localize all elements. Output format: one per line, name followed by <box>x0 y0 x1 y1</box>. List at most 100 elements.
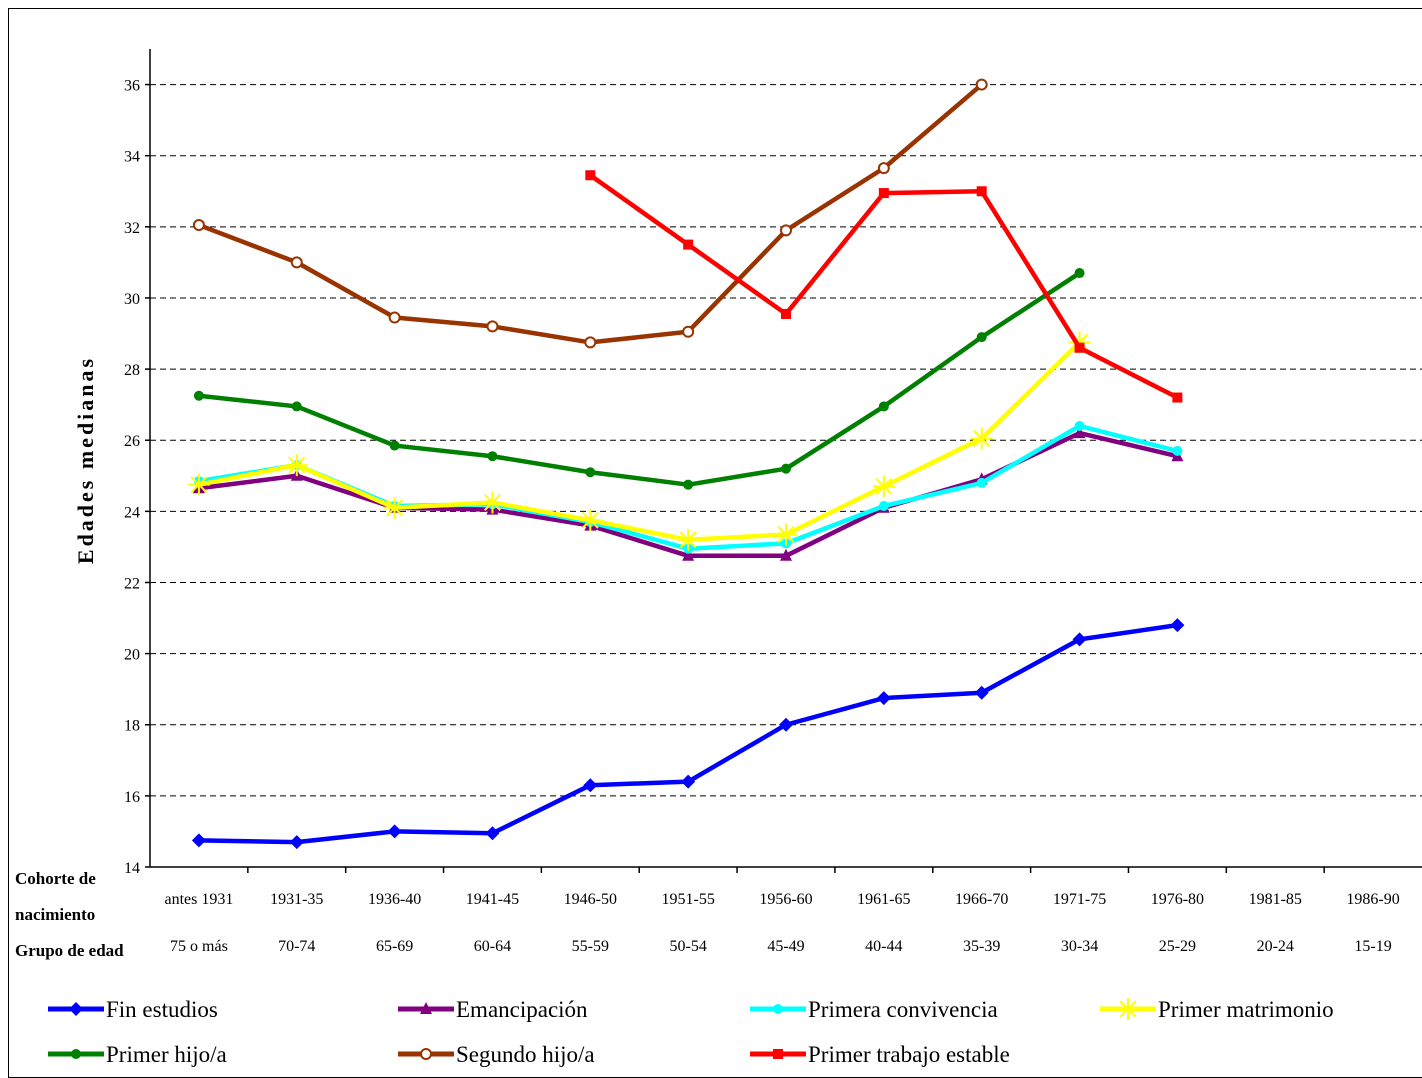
legend-item-1: Emancipación <box>398 997 588 1022</box>
series-0 <box>191 618 1185 850</box>
data-point <box>486 320 499 333</box>
legend-item-0: Fin estudios <box>48 997 218 1022</box>
axes <box>149 49 1422 868</box>
asterisk-stroke <box>483 493 501 511</box>
series-line <box>196 622 1180 845</box>
y-tick-label: 18 <box>124 718 140 735</box>
asterisk-stroke <box>777 525 795 543</box>
cohort-label: 1941-45 <box>466 891 519 908</box>
cohort-label: 1936-40 <box>368 891 421 908</box>
y-tick-label: 34 <box>124 149 140 166</box>
data-point <box>779 717 793 732</box>
series-6 <box>585 170 1183 403</box>
data-point <box>193 390 204 401</box>
legend-label: Primer hijo/a <box>106 1042 227 1067</box>
data-point <box>291 401 302 412</box>
data-point <box>285 454 308 477</box>
data-point <box>1074 420 1085 431</box>
data-point <box>677 528 700 551</box>
age-group-label: 15-19 <box>1354 938 1391 955</box>
legend-marker <box>773 1049 783 1059</box>
legend-item-4: Primer hijo/a <box>48 1042 227 1067</box>
y-tick-label: 22 <box>124 575 140 592</box>
age-group-label: 55-59 <box>572 938 609 955</box>
data-point <box>1073 426 1086 439</box>
cohort-label: 1976-80 <box>1151 891 1204 908</box>
y-tick-label: 16 <box>124 789 140 806</box>
asterisk-stroke <box>581 511 599 529</box>
data-point <box>187 473 210 496</box>
data-point <box>1074 268 1085 279</box>
data-point <box>974 685 989 700</box>
legend-label: Primer matrimonio <box>1158 997 1334 1022</box>
data-point <box>781 308 791 319</box>
age-group-row-label: Grupo de edad <box>15 941 124 960</box>
age-group-label: 70-74 <box>278 938 315 955</box>
legend-marker <box>773 1004 783 1014</box>
series-3 <box>187 331 1091 551</box>
series-line <box>196 82 984 345</box>
legend-label: Primera convivencia <box>808 997 998 1022</box>
y-tick-label: 32 <box>124 220 140 237</box>
age-group-label: 25-29 <box>1159 938 1196 955</box>
series-line <box>196 340 1082 543</box>
asterisk-stroke <box>1071 333 1089 351</box>
data-point <box>683 239 694 250</box>
x-category-labels: antes 1931 1931-35 1936-40 1941-45 1946-50 19… <box>164 867 1400 955</box>
legend: Fin estudios Emancipación Primera conviven… <box>48 997 1334 1067</box>
data-point <box>878 501 889 512</box>
y-axis-title: Edades medianas <box>73 356 98 564</box>
data-point <box>388 311 401 324</box>
data-point <box>876 691 891 706</box>
data-point <box>780 224 792 237</box>
asterisk-stroke <box>386 499 404 517</box>
data-point <box>192 219 205 232</box>
data-point <box>389 440 400 451</box>
data-point <box>585 170 596 181</box>
y-tick-label: 26 <box>124 433 140 450</box>
data-point <box>387 824 402 839</box>
y-tick-label: 30 <box>124 291 140 308</box>
y-tick-labels: 14 16 18 20 22 24 26 28 30 32 34 36 <box>124 78 150 877</box>
cohort-row-label-line2: nacimiento <box>15 905 95 924</box>
age-group-label: 35-39 <box>963 938 1000 955</box>
data-point <box>289 835 304 850</box>
y-tick-label: 24 <box>124 504 140 521</box>
data-point <box>481 491 504 514</box>
data-point <box>878 401 889 412</box>
asterisk-stroke <box>875 477 893 495</box>
y-tick-label: 28 <box>124 362 140 379</box>
data-point <box>682 548 695 561</box>
series-line <box>588 173 1180 400</box>
y-tick-label: 36 <box>124 78 140 95</box>
series-lines <box>187 78 1185 850</box>
cohort-label: 1981-85 <box>1249 891 1302 908</box>
cohort-label: 1971-75 <box>1053 891 1106 908</box>
age-group-label: 45-49 <box>767 938 804 955</box>
age-group-label: 50-54 <box>669 938 706 955</box>
data-point <box>970 427 993 450</box>
age-group-label: 40-44 <box>865 938 902 955</box>
series-line <box>196 270 1082 487</box>
cohort-label: 1951-55 <box>661 891 714 908</box>
cohort-row-label-line1: Cohorte de <box>15 869 96 888</box>
data-point <box>1172 445 1183 456</box>
asterisk-stroke <box>679 531 697 549</box>
asterisk-stroke <box>190 476 208 494</box>
cohort-label: 1986-90 <box>1346 891 1399 908</box>
data-point <box>1072 632 1087 647</box>
cohort-label: antes 1931 <box>164 891 233 908</box>
age-group-label: 65-69 <box>376 938 413 955</box>
legend-marker <box>1117 998 1139 1020</box>
age-group-label: 20-24 <box>1257 938 1294 955</box>
data-point <box>290 256 303 269</box>
data-point <box>975 78 988 91</box>
legend-label: Emancipación <box>456 997 588 1022</box>
legend-marker <box>420 1048 432 1060</box>
gridlines <box>150 84 1422 797</box>
data-point <box>584 336 597 349</box>
series-5 <box>192 78 988 349</box>
data-point <box>878 188 889 199</box>
data-point <box>579 509 602 532</box>
